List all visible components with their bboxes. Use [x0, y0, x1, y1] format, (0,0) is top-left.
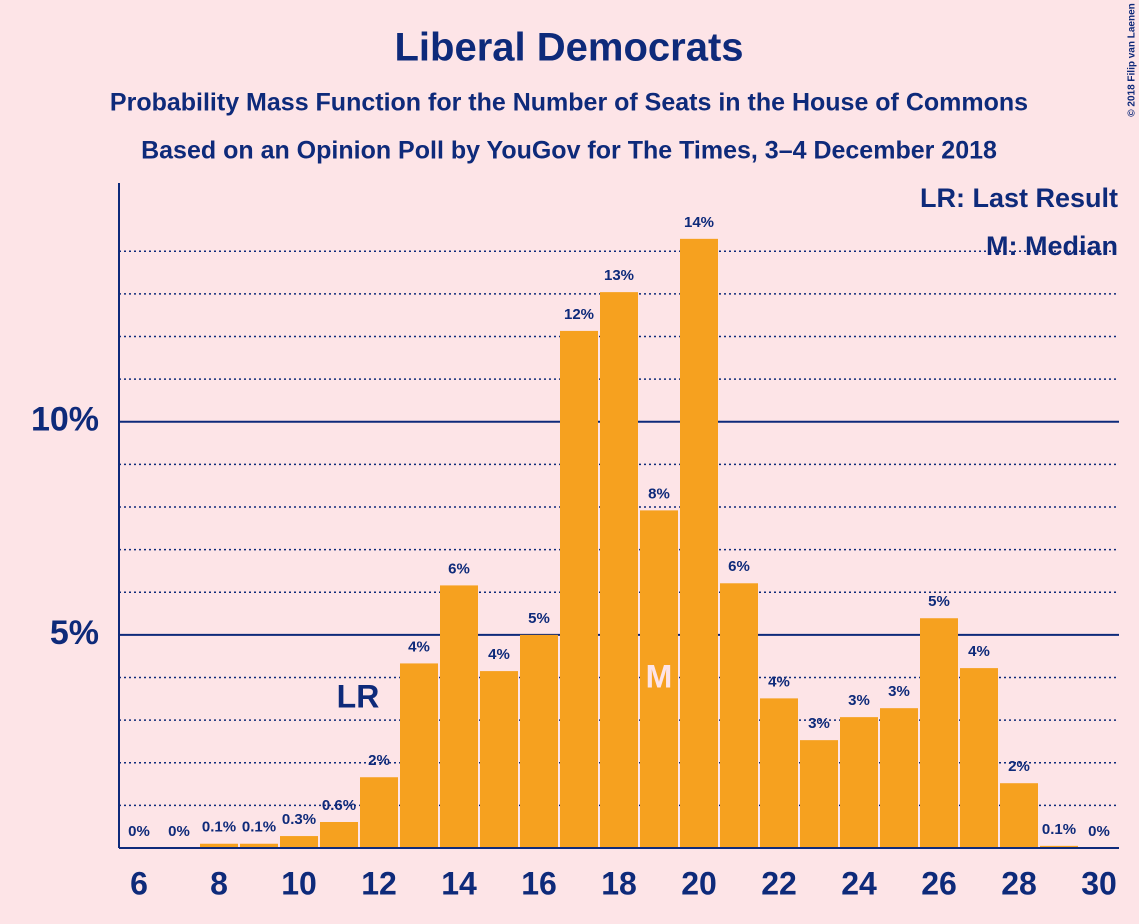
bar	[600, 292, 638, 849]
value-label: 3%	[888, 683, 910, 700]
value-label: 0%	[128, 823, 150, 840]
value-label: 5%	[528, 610, 550, 627]
annotation: LR	[337, 679, 380, 715]
value-label: 12%	[564, 306, 594, 323]
annotation: M	[646, 659, 673, 695]
x-tick-label: 18	[601, 865, 637, 901]
x-tick-label: 22	[761, 865, 797, 901]
x-tick-label: 6	[130, 865, 148, 901]
bar	[280, 836, 318, 848]
value-label: 3%	[848, 692, 870, 709]
chart-subtitle: Based on an Opinion Poll by YouGov for T…	[141, 137, 997, 165]
bar	[800, 740, 838, 848]
value-label: 3%	[808, 715, 830, 732]
bar	[480, 671, 518, 848]
x-tick-label: 10	[281, 865, 317, 901]
bar	[680, 238, 718, 848]
x-tick-label: 16	[521, 865, 557, 901]
bar	[320, 821, 358, 848]
legend-entry: M: Median	[986, 231, 1118, 261]
bar	[880, 708, 918, 848]
value-label: 4%	[488, 646, 510, 663]
value-label: 0.1%	[242, 819, 276, 836]
value-label: 0.1%	[202, 819, 236, 836]
legend-entry: LR: Last Result	[920, 183, 1118, 213]
y-tick-label: 5%	[50, 614, 99, 652]
value-label: 8%	[648, 485, 670, 502]
y-tick-label: 10%	[31, 401, 99, 439]
value-label: 6%	[448, 560, 470, 577]
chart-title: Liberal Democrats	[394, 26, 743, 70]
bar	[240, 843, 278, 848]
x-tick-label: 20	[681, 865, 717, 901]
x-tick-label: 26	[921, 865, 957, 901]
bar	[440, 585, 478, 848]
bar	[960, 668, 998, 848]
copyright: © 2018 Filip van Laenen	[1127, 3, 1138, 117]
bar	[640, 510, 678, 848]
bar	[520, 634, 558, 848]
x-tick-label: 12	[361, 865, 397, 901]
value-label: 14%	[684, 214, 714, 231]
value-label: 4%	[768, 673, 790, 690]
value-label: 4%	[968, 643, 990, 660]
bar	[760, 698, 798, 848]
bar	[920, 618, 958, 848]
x-tick-label: 24	[841, 865, 877, 901]
x-tick-label: 28	[1001, 865, 1037, 901]
value-label: 2%	[368, 752, 390, 769]
value-label: 4%	[408, 638, 430, 655]
value-label: 0.6%	[322, 797, 356, 814]
x-tick-label: 8	[210, 865, 228, 901]
x-tick-label: 30	[1081, 865, 1117, 901]
bar	[360, 777, 398, 848]
value-label: 0.3%	[282, 811, 316, 828]
value-label: 0%	[1088, 823, 1110, 840]
value-label: 13%	[604, 267, 634, 284]
value-label: 5%	[928, 593, 950, 610]
bar	[200, 843, 238, 848]
x-tick-label: 14	[441, 865, 477, 901]
bar	[400, 663, 438, 848]
bar	[840, 717, 878, 848]
bar	[1040, 845, 1078, 848]
value-label: 0.1%	[1042, 821, 1076, 838]
value-label: 6%	[728, 558, 750, 575]
chart-subtitle: Probability Mass Function for the Number…	[110, 89, 1028, 117]
value-label: 0%	[168, 823, 190, 840]
bar	[720, 583, 758, 848]
bar	[1000, 783, 1038, 848]
value-label: 2%	[1008, 758, 1030, 775]
bar	[560, 330, 598, 848]
